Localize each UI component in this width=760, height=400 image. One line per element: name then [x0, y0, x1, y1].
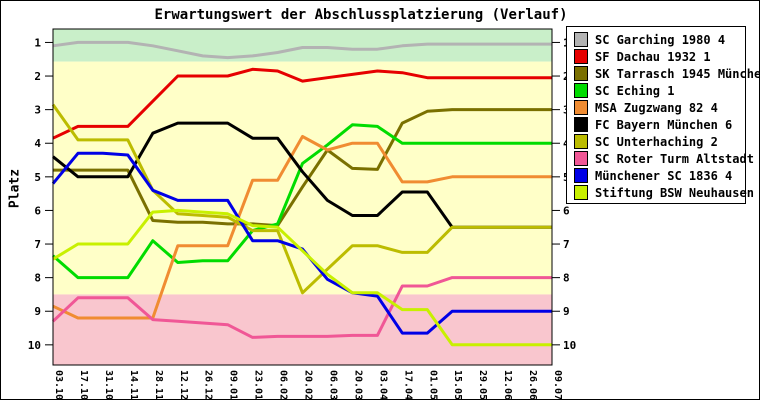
legend-item: FC Bayern München 6	[574, 116, 745, 133]
y-tick-label-left: 3	[34, 104, 41, 117]
y-tick-label-left: 4	[34, 137, 41, 150]
legend-item: SC Garching 1980 4	[574, 31, 745, 48]
x-tick-label: 09.01	[228, 370, 239, 399]
legend-swatch	[574, 32, 588, 47]
legend-item: Münchener SC 1836 4	[574, 167, 745, 184]
y-tick-label-left: 5	[34, 171, 41, 184]
x-tick-label: 14.11	[128, 370, 139, 399]
legend-label: FC Bayern München 6	[595, 117, 733, 132]
legend-item: SC Roter Turm Altstadt 3	[574, 150, 759, 167]
y-tick-label-right: 9	[563, 305, 570, 318]
x-tick-label: 06.03	[327, 370, 338, 399]
y-axis-title: Platz	[7, 168, 23, 209]
y-tick-label-left: 2	[34, 70, 41, 83]
legend-swatch	[574, 151, 588, 166]
y-tick-label-right: 8	[563, 272, 570, 285]
legend-item: MSA Zugzwang 82 4	[574, 99, 745, 116]
x-tick-label: 15.05	[452, 370, 463, 399]
legend-label: Münchener SC 1836 4	[595, 168, 733, 183]
x-tick-label: 01.05	[427, 370, 438, 399]
legend-label: MSA Zugzwang 82 4	[595, 100, 718, 115]
y-tick-label-right: 6	[563, 204, 570, 217]
legend-item: SC Eching 1	[574, 82, 745, 99]
y-tick-label-left: 1	[34, 36, 41, 49]
chart-title: Erwartungswert der Abschlussplatzierung …	[154, 7, 568, 23]
series-line-4	[52, 135, 552, 320]
x-tick-label: 23.01	[253, 370, 264, 399]
series-line-1	[52, 67, 552, 140]
x-tick-label: 26.12	[203, 370, 214, 399]
legend-label: SC Eching 1	[595, 83, 675, 98]
legend-swatch	[574, 185, 588, 200]
legend-swatch	[574, 100, 588, 115]
y-tick-label-left: 10	[28, 339, 41, 352]
y-tick-label-right: 10	[563, 339, 576, 352]
legend-label: SK Tarrasch 1945 München 3	[595, 66, 759, 81]
y-tick-label-right: 7	[563, 238, 570, 251]
series-line-2	[53, 108, 552, 228]
legend-label: SF Dachau 1932 1	[595, 49, 711, 64]
legend-swatch	[574, 83, 588, 98]
x-tick-label: 06.02	[278, 370, 289, 399]
series-line-0	[52, 40, 552, 60]
series-line-9	[52, 208, 552, 347]
y-tick-label-left: 6	[34, 204, 41, 217]
x-tick-label: 31.10	[103, 370, 114, 399]
legend-swatch	[574, 134, 588, 149]
zone-band-relegation-zone	[53, 294, 552, 365]
x-tick-label: 12.12	[178, 370, 189, 399]
legend-swatch	[574, 66, 588, 81]
x-tick-label: 28.11	[153, 370, 164, 399]
series-line-3	[52, 123, 552, 280]
x-tick-label: 17.10	[78, 370, 89, 399]
x-tick-label: 09.07	[552, 370, 563, 399]
x-tick-label: 26.06	[527, 370, 538, 399]
legend-item: SK Tarrasch 1945 München 3	[574, 65, 759, 82]
x-tick-label: 17.04	[402, 370, 413, 399]
legend-label: SC Garching 1980 4	[595, 32, 726, 47]
y-tick-label-left: 9	[34, 305, 41, 318]
y-tick-label-left: 7	[34, 238, 41, 251]
x-tick-label: 20.03	[352, 370, 363, 399]
legend-item: SC Unterhaching 2	[574, 133, 745, 150]
x-tick-label: 12.06	[502, 370, 513, 399]
legend-label: SC Unterhaching 2	[595, 134, 718, 149]
legend-label: SC Roter Turm Altstadt 3	[595, 151, 760, 166]
y-tick-label-left: 8	[34, 272, 41, 285]
legend-item: Stiftung BSW Neuhausen 1	[574, 184, 759, 201]
series-line-6	[51, 103, 552, 295]
series-line-7	[51, 276, 552, 339]
legend-label: Stiftung BSW Neuhausen 1	[595, 185, 760, 200]
x-tick-label: 20.02	[303, 370, 314, 399]
legend-item: SF Dachau 1932 1	[574, 48, 745, 65]
legend-swatch	[574, 168, 588, 183]
x-tick-label: 03.10	[53, 370, 64, 399]
plot-frame	[52, 28, 553, 366]
x-tick-label: 03.04	[377, 370, 388, 399]
legend-swatch	[574, 49, 588, 64]
legend-swatch	[574, 117, 588, 132]
x-tick-label: 29.05	[477, 370, 488, 399]
legend: SC Garching 1980 4 SF Dachau 1932 1 SK Tar…	[566, 26, 759, 204]
